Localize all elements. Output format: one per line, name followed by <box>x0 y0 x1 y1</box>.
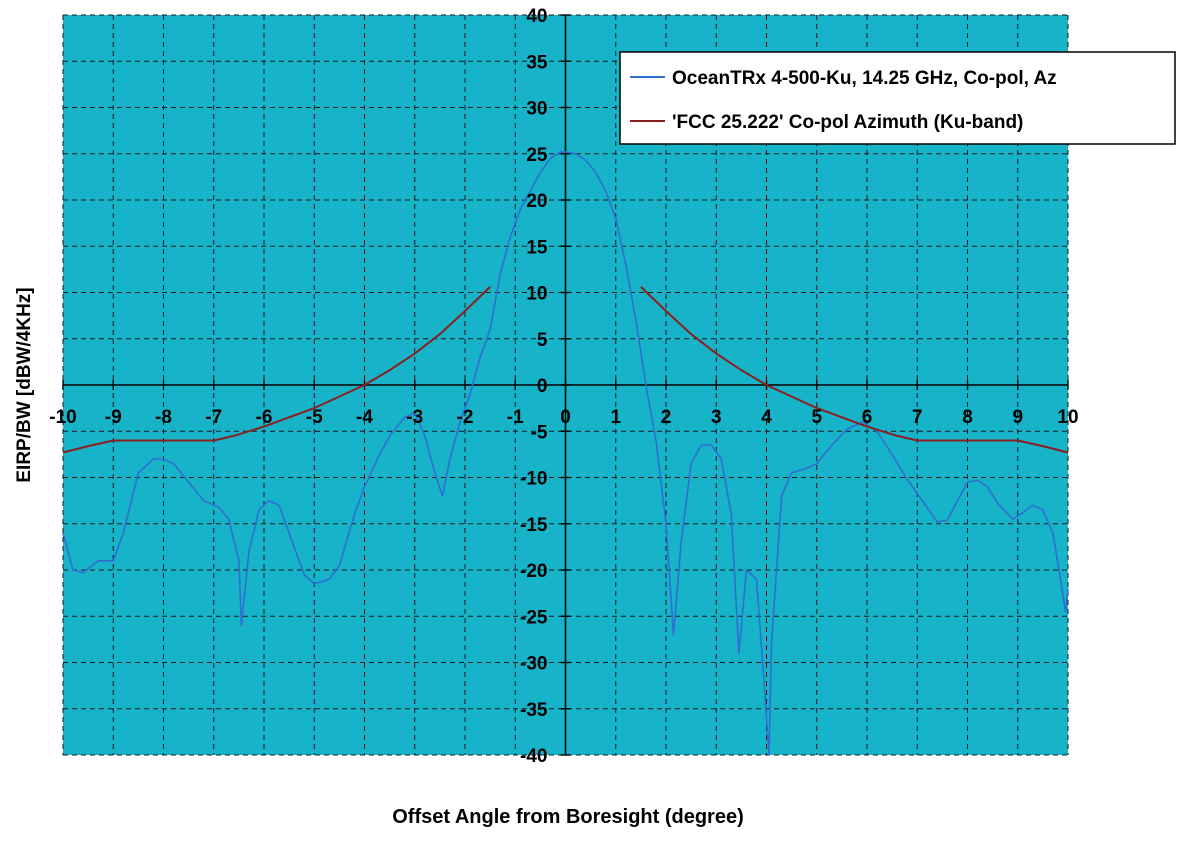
x-tick-label: 2 <box>661 407 672 428</box>
y-tick-label: -40 <box>520 746 547 767</box>
y-tick-label: -20 <box>520 561 547 582</box>
x-tick-label: -2 <box>457 407 474 428</box>
x-tick-label: 0 <box>560 407 571 428</box>
legend-label-ocean: OceanTRx 4-500-Ku, 14.25 GHz, Co-pol, Az <box>672 68 1057 89</box>
legend-box <box>619 51 1176 145</box>
x-axis-label: Offset Angle from Boresight (degree) <box>392 806 744 828</box>
y-tick-label: -30 <box>520 654 547 675</box>
y-tick-label: 25 <box>526 145 548 166</box>
y-axis-label: EIRP/BW [dBW/4KHz] <box>14 287 35 482</box>
x-tick-label: -6 <box>256 407 273 428</box>
x-tick-label: 7 <box>912 407 923 428</box>
x-tick-label: 1 <box>610 407 621 428</box>
legend-label-fcc: 'FCC 25.222' Co-pol Azimuth (Ku-band) <box>672 112 1023 133</box>
x-tick-label: 6 <box>862 407 873 428</box>
y-tick-label: 20 <box>526 191 547 212</box>
x-tick-label: -1 <box>507 407 524 428</box>
x-tick-label: 10 <box>1057 407 1078 428</box>
series-layer <box>62 151 1069 756</box>
y-tick-label: 10 <box>526 284 547 305</box>
x-tick-label: 4 <box>761 407 772 428</box>
y-tick-label: 0 <box>537 376 548 397</box>
axes <box>62 14 1069 756</box>
y-tick-label: -35 <box>520 700 548 721</box>
y-tick-label: 30 <box>526 99 547 120</box>
series-line-2 <box>640 286 1069 454</box>
x-tick-label: 8 <box>962 407 973 428</box>
x-tick-label: -5 <box>306 407 323 428</box>
series-line-1 <box>62 286 491 454</box>
y-tick-label: -15 <box>520 515 548 536</box>
y-tick-label: -10 <box>520 469 547 490</box>
y-tick-label: -5 <box>531 422 548 443</box>
x-tick-label: 3 <box>711 407 722 428</box>
legend: OceanTRx 4-500-Ku, 14.25 GHz, Co-pol, Az… <box>619 51 1176 145</box>
x-tick-label: -3 <box>406 407 423 428</box>
tick-labels: -10 -9 -8 -7 -6 -5 -4 -3 -2 -1 0 1 2 3 4 5 6 7 8 9 10-40-35-… <box>49 6 1078 767</box>
y-tick-label: -25 <box>520 607 548 628</box>
y-tick-label: 5 <box>537 330 548 351</box>
x-tick-label: -8 <box>155 407 172 428</box>
y-tick-label: 15 <box>526 237 548 258</box>
series-line-0 <box>62 151 1069 756</box>
x-tick-label: -4 <box>356 407 373 428</box>
x-tick-label: -10 <box>49 407 76 428</box>
x-tick-label: -9 <box>105 407 122 428</box>
y-tick-label: 40 <box>526 6 547 27</box>
x-tick-label: 9 <box>1012 407 1023 428</box>
x-tick-label: -7 <box>205 407 222 428</box>
y-tick-label: 35 <box>526 52 548 73</box>
x-tick-label: 5 <box>811 407 822 428</box>
